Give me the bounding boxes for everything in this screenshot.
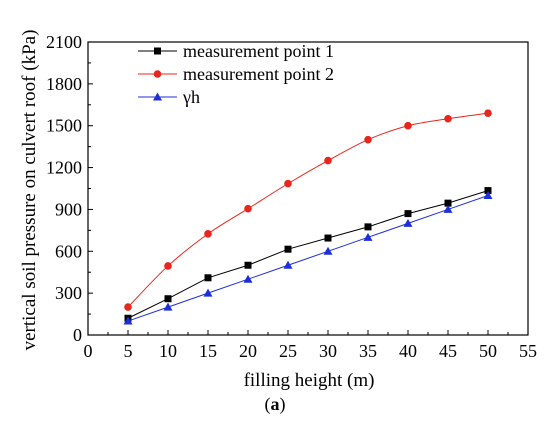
axes: 0 5 10 15 20 25 30 35 40 45 50 55 0 300 600 900 1200 1500… xyxy=(46,32,537,361)
data-point xyxy=(164,295,172,303)
x-tick-label: 5 xyxy=(124,341,133,361)
legend-marker xyxy=(153,70,162,78)
caption-open-paren: ( xyxy=(264,394,271,414)
plot-frame xyxy=(87,41,529,336)
data-point xyxy=(363,232,373,241)
data-point xyxy=(283,260,293,269)
series-layer xyxy=(123,109,493,325)
x-tick-label: 35 xyxy=(359,341,377,361)
data-point xyxy=(364,223,372,231)
line-chart: 0 5 10 15 20 25 30 35 40 45 50 55 0 300 600 900 1200 1500… xyxy=(19,30,537,390)
data-point xyxy=(443,204,453,213)
data-point xyxy=(204,274,212,282)
data-point xyxy=(163,302,173,311)
data-point xyxy=(484,109,492,117)
x-tick-label: 20 xyxy=(239,341,257,361)
data-point xyxy=(364,135,372,144)
data-point xyxy=(204,230,212,238)
data-point xyxy=(284,245,292,253)
y-tick-label: 0 xyxy=(73,325,82,345)
legend-entry: γh xyxy=(182,87,200,107)
x-axis-label: filling height (m) xyxy=(244,370,375,390)
legend-entry: measurement point 1 xyxy=(183,41,334,61)
data-point xyxy=(284,179,292,188)
data-point xyxy=(404,121,412,130)
data-point xyxy=(444,114,452,123)
data-point xyxy=(444,199,452,207)
series-line xyxy=(127,195,489,322)
caption-letter: a xyxy=(270,394,280,414)
x-tick-label: 40 xyxy=(399,341,417,361)
y-tick-label: 1200 xyxy=(46,158,82,178)
data-point xyxy=(483,190,493,199)
x-tick-label: 10 xyxy=(159,341,177,361)
series-2 xyxy=(124,109,492,311)
figure-caption: (a) xyxy=(0,394,550,415)
data-point xyxy=(244,204,252,213)
x-tick-label: 25 xyxy=(279,341,297,361)
caption-close-paren: ) xyxy=(279,394,286,414)
data-point xyxy=(403,218,413,227)
legend-marker xyxy=(154,47,161,55)
x-tick-label: 55 xyxy=(519,341,537,361)
data-point xyxy=(243,274,253,283)
x-tick-label: 30 xyxy=(319,341,337,361)
legend-entry: measurement point 2 xyxy=(183,64,334,84)
data-point xyxy=(123,316,133,325)
data-point xyxy=(324,234,332,242)
series-line xyxy=(127,190,489,319)
series-1 xyxy=(124,187,492,322)
data-point xyxy=(244,261,252,269)
data-point xyxy=(323,246,333,255)
y-tick-label: 600 xyxy=(55,241,82,261)
data-point xyxy=(124,303,132,311)
x-tick-label: 45 xyxy=(439,341,457,361)
legend: measurement point 1 measurement point 2 γh xyxy=(138,41,334,107)
y-tick-label: 2100 xyxy=(46,32,82,52)
y-axis-label: vertical soil pressure on culvert roof (… xyxy=(19,30,40,351)
x-tick-label: 15 xyxy=(199,341,217,361)
data-point xyxy=(484,187,492,195)
data-point xyxy=(404,210,412,218)
series-3 xyxy=(123,190,493,325)
x-tick-label: 0 xyxy=(84,341,93,361)
y-tick-label: 900 xyxy=(55,199,82,219)
data-point xyxy=(203,288,213,297)
data-point xyxy=(324,156,332,165)
x-tick-label: 50 xyxy=(479,341,497,361)
y-tick-label: 300 xyxy=(55,283,82,303)
series-line xyxy=(127,112,489,308)
legend-marker xyxy=(153,92,162,101)
data-point xyxy=(164,262,172,270)
y-tick-label: 1800 xyxy=(46,74,82,94)
y-tick-label: 1500 xyxy=(46,116,82,136)
